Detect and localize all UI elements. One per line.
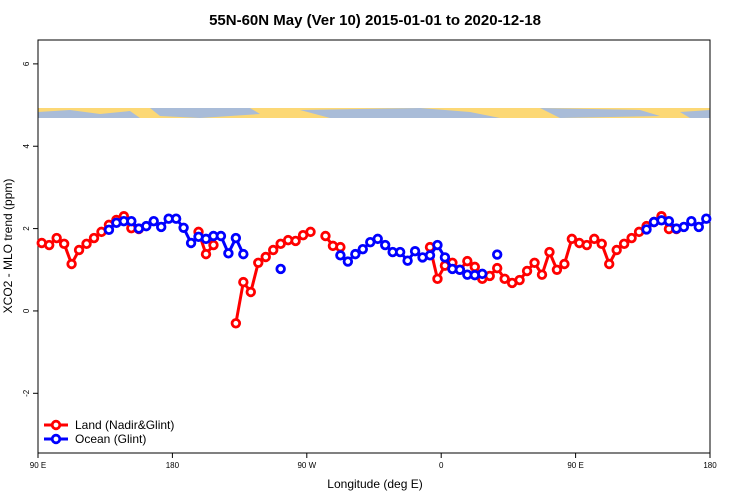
- data-point: [678, 221, 690, 233]
- data-point: [432, 239, 443, 251]
- legend-marker: [50, 433, 62, 445]
- data-point: [693, 221, 704, 233]
- data-point: [424, 250, 436, 261]
- data-point: [477, 268, 488, 280]
- data-point: [230, 318, 242, 329]
- data-point: [58, 238, 70, 250]
- chart-title: 55N-60N May (Ver 10) 2015-01-01 to 2020-…: [209, 12, 541, 29]
- data-point: [432, 273, 443, 285]
- data-point: [618, 238, 630, 250]
- data-point: [275, 238, 286, 250]
- data-point: [320, 230, 331, 242]
- data-point: [611, 244, 622, 256]
- data-point: [103, 224, 115, 236]
- legend-marker: [50, 419, 62, 431]
- x-tick-label: 90 E: [567, 461, 583, 470]
- data-point: [559, 258, 570, 270]
- data-point: [260, 251, 271, 263]
- data-point: [686, 215, 697, 227]
- y-tick-label: 6: [22, 61, 31, 66]
- data-point: [223, 248, 234, 259]
- x-tick-label: 90 W: [297, 461, 316, 470]
- x-tick-label: 90 E: [30, 461, 46, 470]
- data-point: [589, 233, 600, 245]
- data-point: [200, 248, 212, 260]
- data-point: [663, 215, 675, 227]
- data-point: [230, 232, 242, 244]
- data-point: [551, 264, 563, 275]
- data-point: [544, 246, 555, 258]
- data-point: [581, 239, 592, 251]
- data-point: [492, 249, 503, 260]
- data-point: [536, 269, 548, 280]
- data-point: [44, 239, 55, 251]
- data-point: [170, 213, 182, 224]
- data-point: [469, 261, 480, 273]
- data-point: [380, 239, 391, 251]
- data-point: [148, 215, 159, 227]
- data-point: [439, 252, 451, 263]
- data-point: [238, 276, 249, 288]
- y-tick-label: 2: [22, 226, 31, 231]
- data-point: [335, 241, 346, 253]
- data-point: [245, 286, 256, 298]
- data-point: [566, 233, 578, 245]
- data-point: [604, 258, 615, 270]
- data-point: [454, 264, 466, 275]
- x-axis-label: Longitude (deg E): [327, 477, 422, 491]
- data-point: [514, 274, 525, 286]
- data-point: [529, 257, 540, 268]
- data-point: [268, 244, 279, 256]
- x-tick-label: 0: [439, 461, 444, 470]
- y-tick-label: -2: [22, 389, 31, 397]
- data-point: [155, 221, 167, 233]
- data-point: [350, 248, 361, 260]
- data-point: [126, 215, 137, 227]
- data-point: [290, 235, 301, 247]
- map-strip: [38, 108, 710, 118]
- data-point: [51, 232, 62, 244]
- data-point: [462, 255, 473, 267]
- data-point: [185, 237, 197, 249]
- x-tick-label: 180: [166, 461, 180, 470]
- data-point: [81, 238, 92, 250]
- data-point: [402, 255, 413, 266]
- data-point: [253, 257, 264, 268]
- data-point: [178, 222, 189, 233]
- data-point: [66, 258, 77, 270]
- y-axis-label: XCO2 - MLO trend (ppm): [1, 179, 15, 314]
- data-point: [492, 262, 503, 274]
- x-tick-label: 180: [703, 461, 717, 470]
- data-point: [238, 248, 249, 260]
- data-point: [342, 256, 354, 267]
- legend-label: Ocean (Glint): [75, 432, 146, 446]
- data-point: [409, 246, 421, 257]
- data-point: [215, 230, 227, 242]
- data-point: [499, 273, 510, 285]
- data-point: [394, 246, 406, 258]
- data-point: [521, 265, 533, 277]
- data-point: [141, 220, 152, 232]
- legend: Land (Nadir&Glint)Ocean (Glint): [44, 418, 174, 446]
- data-point: [701, 213, 712, 224]
- data-point: [641, 224, 652, 235]
- data-point: [88, 232, 100, 244]
- data-point: [305, 226, 316, 238]
- y-tick-label: 4: [22, 143, 31, 148]
- plot-frame: [37, 39, 711, 454]
- data-point: [372, 233, 383, 245]
- legend-label: Land (Nadir&Glint): [75, 418, 174, 432]
- data-point: [357, 243, 368, 255]
- data-point: [596, 238, 607, 250]
- data-point: [73, 244, 85, 256]
- data-point: [335, 250, 346, 261]
- y-tick-label: 0: [22, 308, 31, 313]
- map-ocean: [38, 108, 710, 118]
- data-point: [275, 263, 286, 275]
- data-point: [208, 239, 219, 251]
- data-point: [626, 232, 637, 244]
